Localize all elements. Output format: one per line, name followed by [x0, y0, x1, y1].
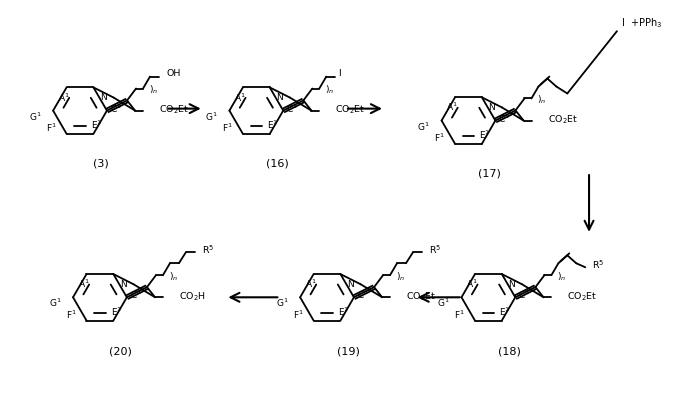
Text: N: N	[100, 93, 107, 102]
Text: C$^1$: C$^1$	[286, 102, 298, 115]
Text: CO$_2$H: CO$_2$H	[179, 290, 206, 303]
Text: G$^1$: G$^1$	[275, 297, 288, 309]
Text: I: I	[338, 69, 341, 78]
Text: CO$_2$Et: CO$_2$Et	[159, 103, 189, 116]
Text: A$^1$: A$^1$	[305, 278, 317, 290]
Text: C$^1$: C$^1$	[129, 289, 141, 301]
Text: )$_n$: )$_n$	[557, 270, 567, 283]
Text: R$^5$: R$^5$	[592, 258, 605, 270]
Text: C$^1$: C$^1$	[498, 112, 510, 125]
Text: G$^1$: G$^1$	[205, 110, 217, 123]
Text: I  +PPh$_3$: I +PPh$_3$	[621, 16, 662, 30]
Text: )$_n$: )$_n$	[396, 270, 405, 283]
Text: F$^1$: F$^1$	[454, 308, 465, 321]
Text: E$^1$: E$^1$	[480, 129, 491, 141]
Text: A$^1$: A$^1$	[78, 278, 89, 290]
Text: G$^1$: G$^1$	[437, 297, 449, 309]
Text: A$^1$: A$^1$	[466, 278, 478, 290]
Text: N: N	[347, 280, 354, 289]
Text: (18): (18)	[498, 347, 521, 357]
Text: F$^1$: F$^1$	[434, 131, 445, 144]
Text: )$_n$: )$_n$	[325, 84, 335, 96]
Text: CO$_2$Et: CO$_2$Et	[568, 290, 598, 303]
Text: R$^5$: R$^5$	[429, 243, 441, 256]
Text: CO$_2$Et: CO$_2$Et	[336, 103, 366, 116]
Text: CO$_2$Et: CO$_2$Et	[406, 290, 436, 303]
Text: OH: OH	[167, 69, 181, 78]
Text: G$^1$: G$^1$	[417, 120, 430, 133]
Text: N: N	[120, 280, 127, 289]
Text: )$_n$: )$_n$	[149, 84, 158, 96]
Text: A$^1$: A$^1$	[58, 91, 69, 103]
Text: N: N	[276, 93, 283, 102]
Text: G$^1$: G$^1$	[29, 110, 41, 123]
Text: (3): (3)	[93, 158, 109, 168]
Text: F$^1$: F$^1$	[66, 308, 76, 321]
Text: (20): (20)	[110, 347, 132, 357]
Text: N: N	[508, 280, 515, 289]
Text: R$^5$: R$^5$	[202, 243, 214, 256]
Text: N: N	[489, 103, 495, 112]
Text: F$^1$: F$^1$	[46, 122, 57, 134]
Text: E$^1$: E$^1$	[110, 305, 122, 318]
Text: C$^1$: C$^1$	[356, 289, 368, 301]
Text: (17): (17)	[478, 168, 501, 178]
Text: (19): (19)	[336, 347, 359, 357]
Text: A$^1$: A$^1$	[446, 101, 458, 114]
Text: C$^1$: C$^1$	[110, 102, 122, 115]
Text: F$^1$: F$^1$	[222, 122, 233, 134]
Text: )$_n$: )$_n$	[169, 270, 178, 283]
Text: E$^1$: E$^1$	[338, 305, 349, 318]
Text: C$^1$: C$^1$	[518, 289, 530, 301]
Text: E$^1$: E$^1$	[499, 305, 510, 318]
Text: A$^1$: A$^1$	[234, 91, 246, 103]
Text: )$_n$: )$_n$	[538, 93, 547, 106]
Text: E$^1$: E$^1$	[91, 119, 102, 131]
Text: F$^1$: F$^1$	[293, 308, 303, 321]
Text: G$^1$: G$^1$	[48, 297, 61, 309]
Text: E$^1$: E$^1$	[267, 119, 278, 131]
Text: (16): (16)	[266, 158, 289, 168]
Text: CO$_2$Et: CO$_2$Et	[547, 113, 577, 126]
